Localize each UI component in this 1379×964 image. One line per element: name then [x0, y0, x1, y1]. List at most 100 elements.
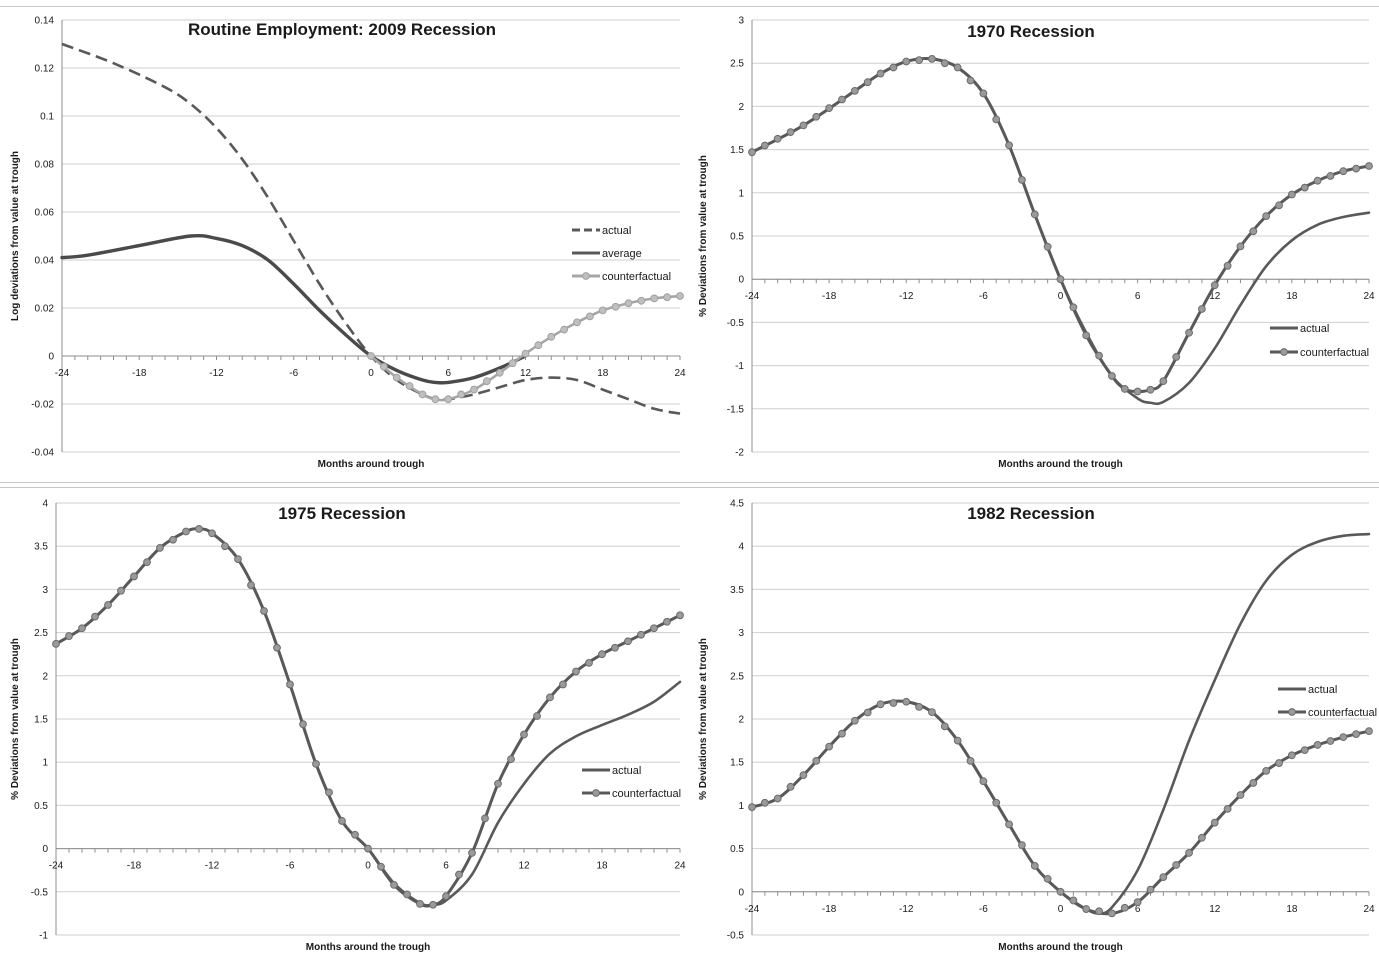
- x-axis-label: Months around the trough: [306, 942, 430, 953]
- series-marker-counterfactual: [611, 643, 619, 652]
- series-marker-counterfactual: [130, 572, 138, 581]
- series-marker-counterfactual: [1197, 305, 1206, 313]
- series-marker-counterfactual: [470, 385, 478, 394]
- series-line-actual: [750, 532, 1371, 915]
- y-tick-label: -1.5: [727, 404, 745, 415]
- series-marker-counterfactual: [546, 693, 554, 702]
- legend-label-actual: actual: [1308, 684, 1337, 696]
- y-tick-label: 0.12: [35, 64, 55, 75]
- series-marker-counterfactual: [312, 760, 320, 768]
- y-tick-label: 0.02: [35, 304, 55, 315]
- series-marker-counterfactual: [1159, 377, 1168, 386]
- series-marker-counterfactual: [572, 667, 580, 676]
- y-tick-label: 1.5: [34, 715, 48, 726]
- series-marker-counterfactual: [1133, 387, 1142, 396]
- x-tick-label: 6: [1135, 904, 1141, 915]
- series-marker-counterfactual: [481, 814, 489, 823]
- series-marker-counterfactual: [786, 782, 795, 791]
- series-marker-counterfactual: [1172, 353, 1181, 361]
- series-marker-counterfactual: [637, 630, 645, 639]
- x-tick-label: 18: [597, 368, 609, 379]
- legend-label-actual: actual: [612, 765, 641, 777]
- panel-separator-middle-2: [0, 487, 1379, 488]
- series-marker-counterfactual: [585, 658, 593, 667]
- x-tick-label: -24: [745, 291, 760, 302]
- series-marker-counterfactual: [838, 95, 846, 104]
- series-marker-counterfactual: [928, 54, 936, 63]
- series-marker-counterfactual: [966, 757, 975, 765]
- series-marker-counterfactual: [1339, 167, 1348, 176]
- series-marker-counterfactual: [1223, 804, 1232, 813]
- y-tick-label: 0: [42, 844, 48, 855]
- y-tick-label: 2: [42, 671, 48, 682]
- series-marker-counterfactual: [1352, 164, 1361, 173]
- series-marker-counterfactual: [1030, 861, 1039, 870]
- series-marker-counterfactual: [992, 798, 1001, 807]
- series-marker-counterfactual: [208, 529, 216, 538]
- x-tick-label: 18: [596, 861, 608, 872]
- series-marker-counterfactual: [1069, 896, 1078, 905]
- series-marker-counterfactual: [598, 306, 607, 315]
- series-marker-counterfactual: [585, 312, 594, 321]
- series-marker-counterfactual: [876, 69, 885, 78]
- series-marker-counterfactual: [494, 779, 502, 788]
- y-tick-label: 2.5: [730, 59, 744, 70]
- series-marker-counterfactual: [1069, 303, 1078, 312]
- series-marker-counterfactual: [1275, 759, 1283, 767]
- series-marker-counterfactual: [876, 700, 885, 709]
- series-marker-counterfactual: [889, 63, 898, 72]
- y-axis-label: Log deviations from value at trough: [10, 151, 21, 321]
- series-marker-counterfactual: [915, 56, 924, 65]
- series-marker-counterfactual: [273, 643, 281, 652]
- series-marker-counterfactual: [1120, 903, 1129, 912]
- legend-label-actual: actual: [602, 225, 631, 237]
- y-tick-label: 3: [738, 628, 744, 639]
- series-marker-counterfactual: [418, 390, 427, 399]
- legend-label-actual: actual: [1300, 323, 1329, 335]
- legend-label-counterfactual: counterfactual: [1300, 347, 1369, 359]
- series-marker-counterfactual: [482, 377, 491, 386]
- x-tick-label: 12: [520, 368, 532, 379]
- series-marker-counterfactual: [455, 870, 463, 879]
- y-tick-label: 4.5: [730, 499, 744, 510]
- series-marker-counterfactual: [1300, 183, 1309, 192]
- series-marker-counterfactual: [508, 359, 517, 368]
- x-tick-label: -24: [745, 904, 760, 915]
- series-marker-counterfactual: [457, 390, 466, 399]
- legend-marker-counterfactual: [1280, 348, 1288, 356]
- y-tick-label: 3.5: [34, 542, 48, 553]
- series-marker-counterfactual: [624, 637, 632, 646]
- legend-label-counterfactual: counterfactual: [602, 271, 671, 283]
- chart-panel-1982: -0.5 0 0.5 1 1.5 2 2.5 3 3.5 4 4.5 -24 -18 -12 -6 0 6 12 1…: [688, 484, 1379, 964]
- series-marker-counterfactual: [1197, 833, 1206, 842]
- x-tick-label: -18: [822, 904, 837, 915]
- series-marker-counterfactual: [915, 703, 924, 711]
- series-marker-counterfactual: [1352, 730, 1361, 739]
- y-tick-label: 0.5: [34, 801, 48, 812]
- series-marker-counterfactual: [431, 395, 440, 404]
- chart-title: 1982 Recession: [967, 504, 1095, 523]
- series-marker-counterfactual: [1018, 175, 1026, 184]
- series-marker-counterfactual: [812, 112, 821, 121]
- series-marker-counterfactual: [521, 349, 530, 358]
- series-marker-counterfactual: [1300, 746, 1309, 755]
- y-tick-label: 1.5: [730, 145, 744, 156]
- series-marker-counterfactual: [338, 817, 346, 825]
- chart-svg: -1 -0.5 0 0.5 1 1.5 2 2.5 3 3.5 4 -24 -18 -12 -6 0 6 12 18…: [10, 499, 686, 954]
- series-marker-counterfactual: [1249, 227, 1258, 236]
- series-marker-counterfactual: [979, 777, 988, 786]
- x-tick-label: -18: [132, 368, 147, 379]
- series-marker-counterfactual: [52, 639, 60, 648]
- series-marker-counterfactual: [507, 755, 515, 764]
- y-tick-label: 0: [48, 352, 54, 363]
- panel-separator-top: [0, 6, 1379, 7]
- chart-svg: -0.04 -0.02 0 0.02 0.04 0.06 0.08 0.1 0.12 0.14 -2…: [10, 16, 686, 471]
- series-marker-counterfactual: [624, 299, 633, 308]
- series-marker-counterfactual: [234, 555, 242, 564]
- series-marker-counterfactual: [1043, 874, 1052, 883]
- series-marker-counterfactual: [1210, 818, 1219, 827]
- x-tick-label: -24: [49, 861, 64, 872]
- x-tick-label: 0: [365, 861, 371, 872]
- x-tick-label: 24: [674, 861, 686, 872]
- x-tick-label: 6: [445, 368, 451, 379]
